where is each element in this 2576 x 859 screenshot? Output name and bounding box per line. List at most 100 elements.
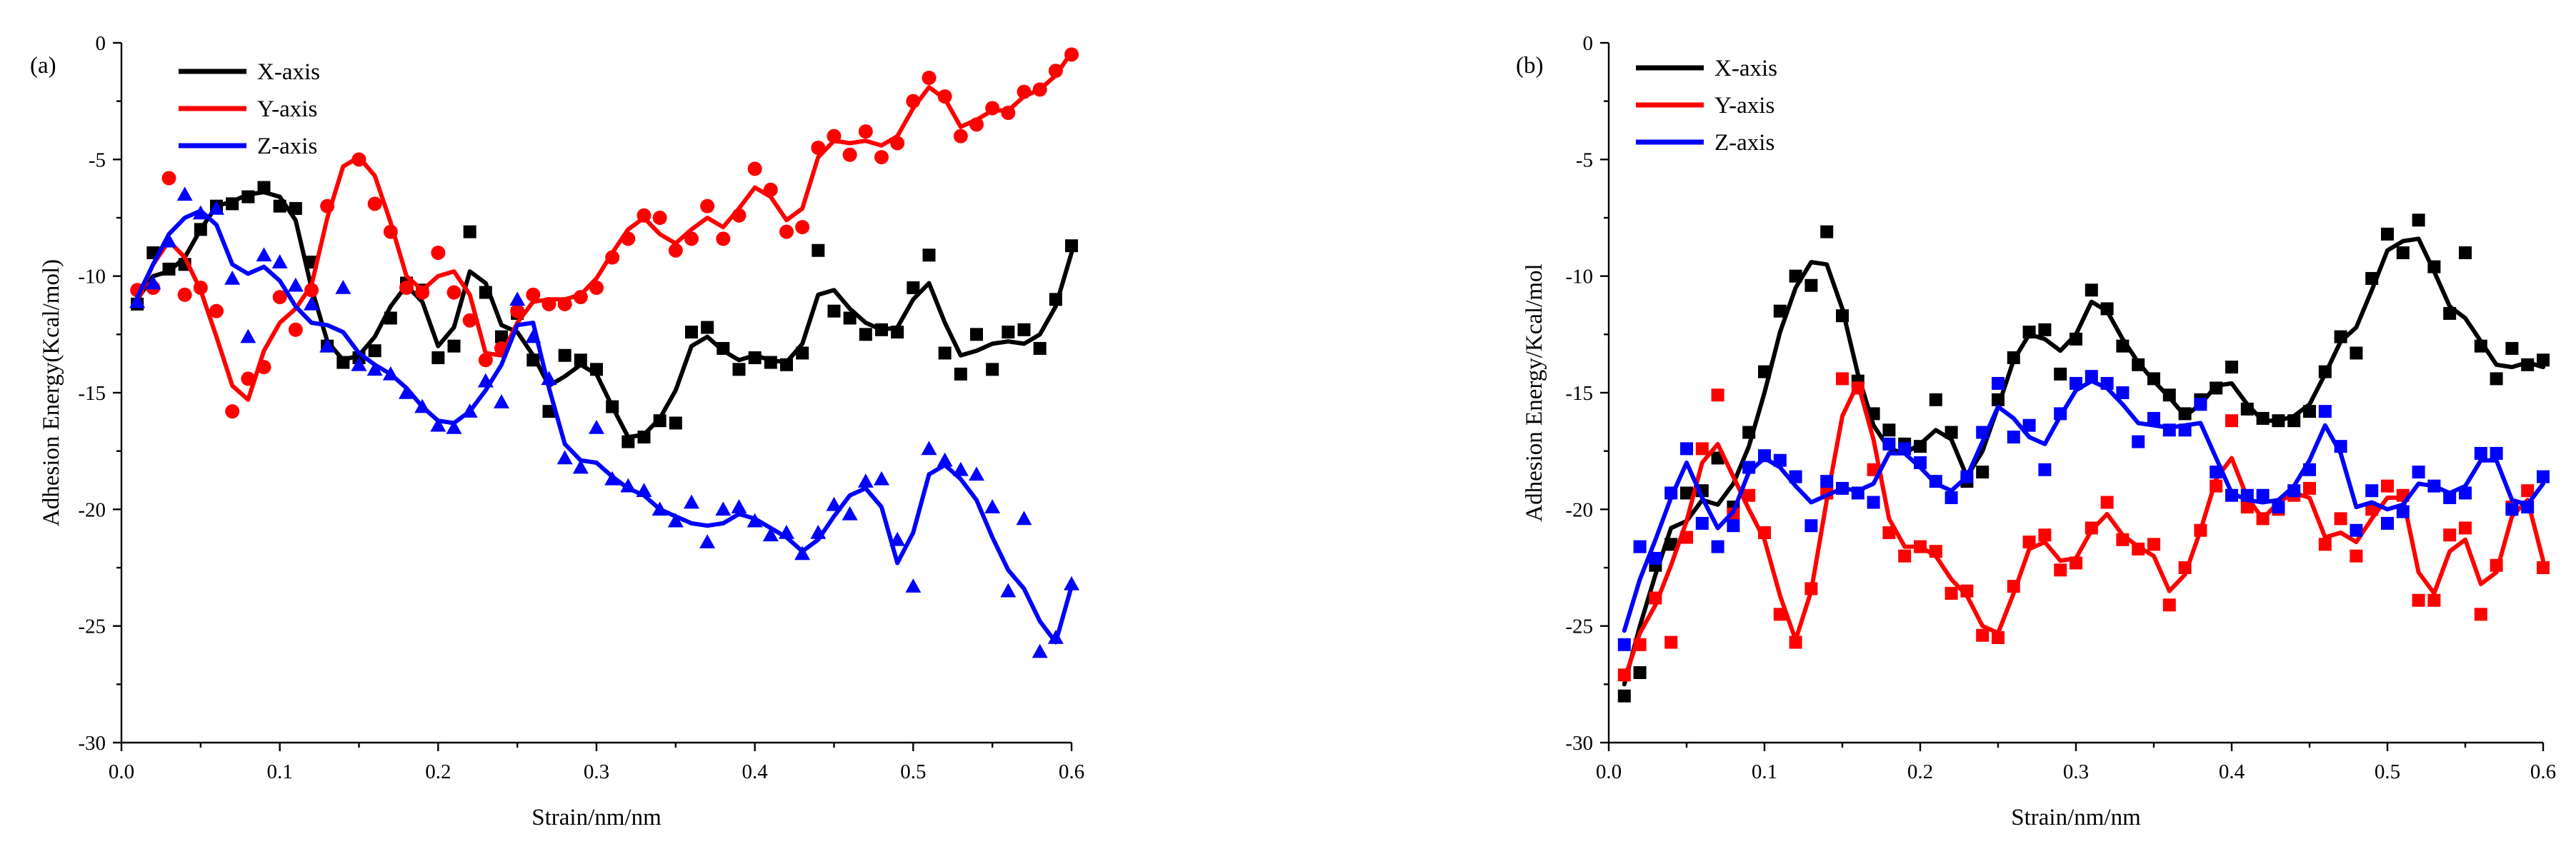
series-y-axis: [130, 47, 1079, 419]
data-point: [2162, 423, 2176, 437]
data-point: [2256, 488, 2270, 502]
x-tick-label: 0.2: [425, 760, 451, 783]
data-point: [2022, 536, 2036, 549]
data-point: [2334, 512, 2347, 526]
data-point: [289, 201, 302, 215]
data-point: [954, 367, 967, 381]
data-point: [747, 513, 763, 528]
data-point: [2070, 376, 2082, 390]
data-point: [2085, 521, 2098, 535]
data-point: [2100, 496, 2114, 509]
data-point: [2490, 372, 2503, 386]
data-point: [193, 281, 208, 295]
data-point: [2210, 381, 2223, 395]
data-point: [1929, 545, 1942, 558]
data-point: [2194, 523, 2207, 537]
data-point: [1617, 638, 1631, 651]
data-point: [256, 360, 271, 375]
data-point: [2256, 411, 2270, 425]
data-point: [2427, 260, 2441, 273]
data-point: [558, 348, 571, 362]
y-tick-label: -5: [1576, 149, 1593, 171]
data-point: [937, 452, 953, 467]
data-point: [1804, 278, 1818, 292]
data-point: [1742, 426, 1756, 439]
data-point: [2521, 484, 2535, 498]
data-point: [1898, 549, 1912, 563]
data-point: [287, 277, 304, 292]
data-point: [1914, 440, 1927, 453]
data-point: [1867, 407, 1880, 421]
data-point: [2007, 431, 2020, 444]
data-point: [796, 346, 809, 360]
data-point: [1064, 47, 1079, 62]
data-point: [1836, 372, 1849, 386]
y-tick-label: 0: [96, 32, 106, 55]
data-point: [194, 223, 207, 236]
data-point: [1773, 304, 1787, 318]
data-point: [1758, 449, 1771, 463]
data-point: [2178, 407, 2192, 421]
data-point: [1882, 423, 1896, 437]
y-axis-label: Adhesion Energy/Kcal/mol: [1522, 263, 1547, 521]
series-line: [135, 190, 1074, 440]
data-point: [1047, 630, 1064, 644]
data-point: [1929, 475, 1942, 488]
data-point: [1016, 511, 1032, 526]
data-point: [256, 247, 272, 262]
data-point: [922, 248, 936, 262]
data-point: [684, 494, 699, 509]
data-point: [430, 417, 446, 432]
data-point: [574, 353, 587, 367]
data-point: [319, 338, 336, 353]
data-point: [431, 351, 445, 364]
data-point: [589, 420, 604, 434]
data-point: [1001, 106, 1016, 120]
data-point: [2474, 446, 2487, 460]
series-z-axis: [129, 186, 1079, 658]
data-point: [2303, 463, 2316, 476]
data-point: [1633, 638, 1647, 651]
data-point: [2240, 402, 2254, 416]
data-point: [2427, 479, 2441, 493]
data-point: [764, 356, 777, 369]
data-point: [557, 296, 572, 311]
data-point: [874, 471, 889, 486]
data-point: [732, 208, 747, 223]
data-point: [715, 501, 732, 516]
data-point: [526, 287, 541, 302]
data-point: [827, 304, 841, 318]
data-point: [2443, 528, 2457, 542]
data-point: [368, 344, 381, 358]
data-point: [2365, 503, 2379, 516]
data-point: [1851, 486, 1864, 500]
x-tick-label: 0.0: [109, 760, 134, 783]
data-point: [1914, 540, 1927, 553]
data-point: [2116, 533, 2130, 546]
data-point: [1836, 481, 1849, 495]
data-point: [1758, 526, 1771, 539]
data-point: [1032, 643, 1048, 658]
data-point: [810, 525, 827, 539]
data-point: [510, 303, 525, 318]
data-point: [922, 71, 937, 85]
data-point: [446, 420, 462, 434]
data-point: [652, 211, 667, 225]
data-point: [1820, 475, 1834, 488]
data-point: [653, 414, 667, 428]
data-point: [572, 459, 589, 474]
data-point: [969, 117, 984, 132]
data-point: [2459, 486, 2472, 500]
data-point: [2272, 414, 2285, 428]
x-tick-label: 0.3: [584, 760, 609, 783]
data-point: [2490, 446, 2503, 460]
data-point: [479, 286, 492, 299]
legend-entry: X-axis: [1714, 56, 1777, 81]
data-point: [667, 513, 684, 528]
data-point: [461, 403, 478, 418]
series-line: [1622, 236, 2545, 687]
data-point: [145, 275, 161, 290]
data-point: [812, 243, 825, 257]
y-tick-label: -30: [1565, 732, 1593, 755]
data-point: [273, 199, 286, 213]
